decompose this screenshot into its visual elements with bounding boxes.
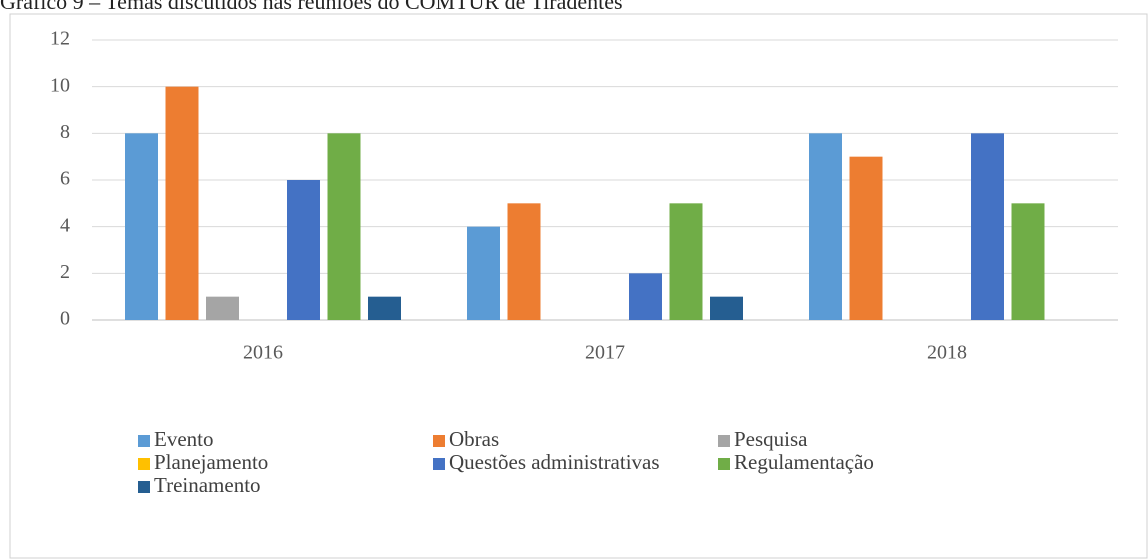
chart-title: Gráfico 9 – Temas discutidos nas reuniõe… <box>0 0 623 14</box>
legend-label: Treinamento <box>154 473 261 497</box>
bar <box>971 133 1004 320</box>
legend-swatch <box>138 481 150 493</box>
y-tick-label: 8 <box>60 121 70 143</box>
bar <box>287 180 320 320</box>
x-tick-label: 2016 <box>243 342 283 364</box>
legend-swatch <box>718 435 730 447</box>
bar <box>206 296 239 320</box>
bar <box>368 296 401 320</box>
legend-label: Planejamento <box>154 450 268 474</box>
legend-label: Questões administrativas <box>449 450 660 474</box>
y-tick-label: 2 <box>60 261 70 283</box>
bar <box>849 156 883 320</box>
legend-swatch <box>138 458 150 470</box>
bar <box>809 133 842 320</box>
bar <box>710 296 743 320</box>
y-tick-label: 0 <box>60 308 70 330</box>
legend-swatch <box>718 458 730 470</box>
y-tick-label: 4 <box>60 214 70 236</box>
legend-label: Pesquisa <box>734 427 808 451</box>
legend-swatch <box>433 458 445 470</box>
legend-swatch <box>433 435 445 447</box>
legend-label: Evento <box>154 427 213 451</box>
x-tick-label: 2017 <box>585 342 625 364</box>
legend-swatch <box>138 435 150 447</box>
bar <box>327 133 361 320</box>
bar <box>125 133 158 320</box>
bar <box>467 226 500 320</box>
bar <box>669 203 703 320</box>
legend-label: Regulamentação <box>734 450 874 474</box>
bar <box>629 273 662 320</box>
bar <box>507 203 541 320</box>
bar <box>165 86 199 321</box>
chart-frame <box>9 13 1148 559</box>
legend-label: Obras <box>449 427 499 451</box>
y-tick-label: 10 <box>50 74 70 96</box>
y-tick-label: 6 <box>60 168 70 190</box>
bar <box>1011 203 1045 320</box>
y-tick-label: 12 <box>50 28 70 50</box>
x-tick-label: 2018 <box>927 342 967 364</box>
